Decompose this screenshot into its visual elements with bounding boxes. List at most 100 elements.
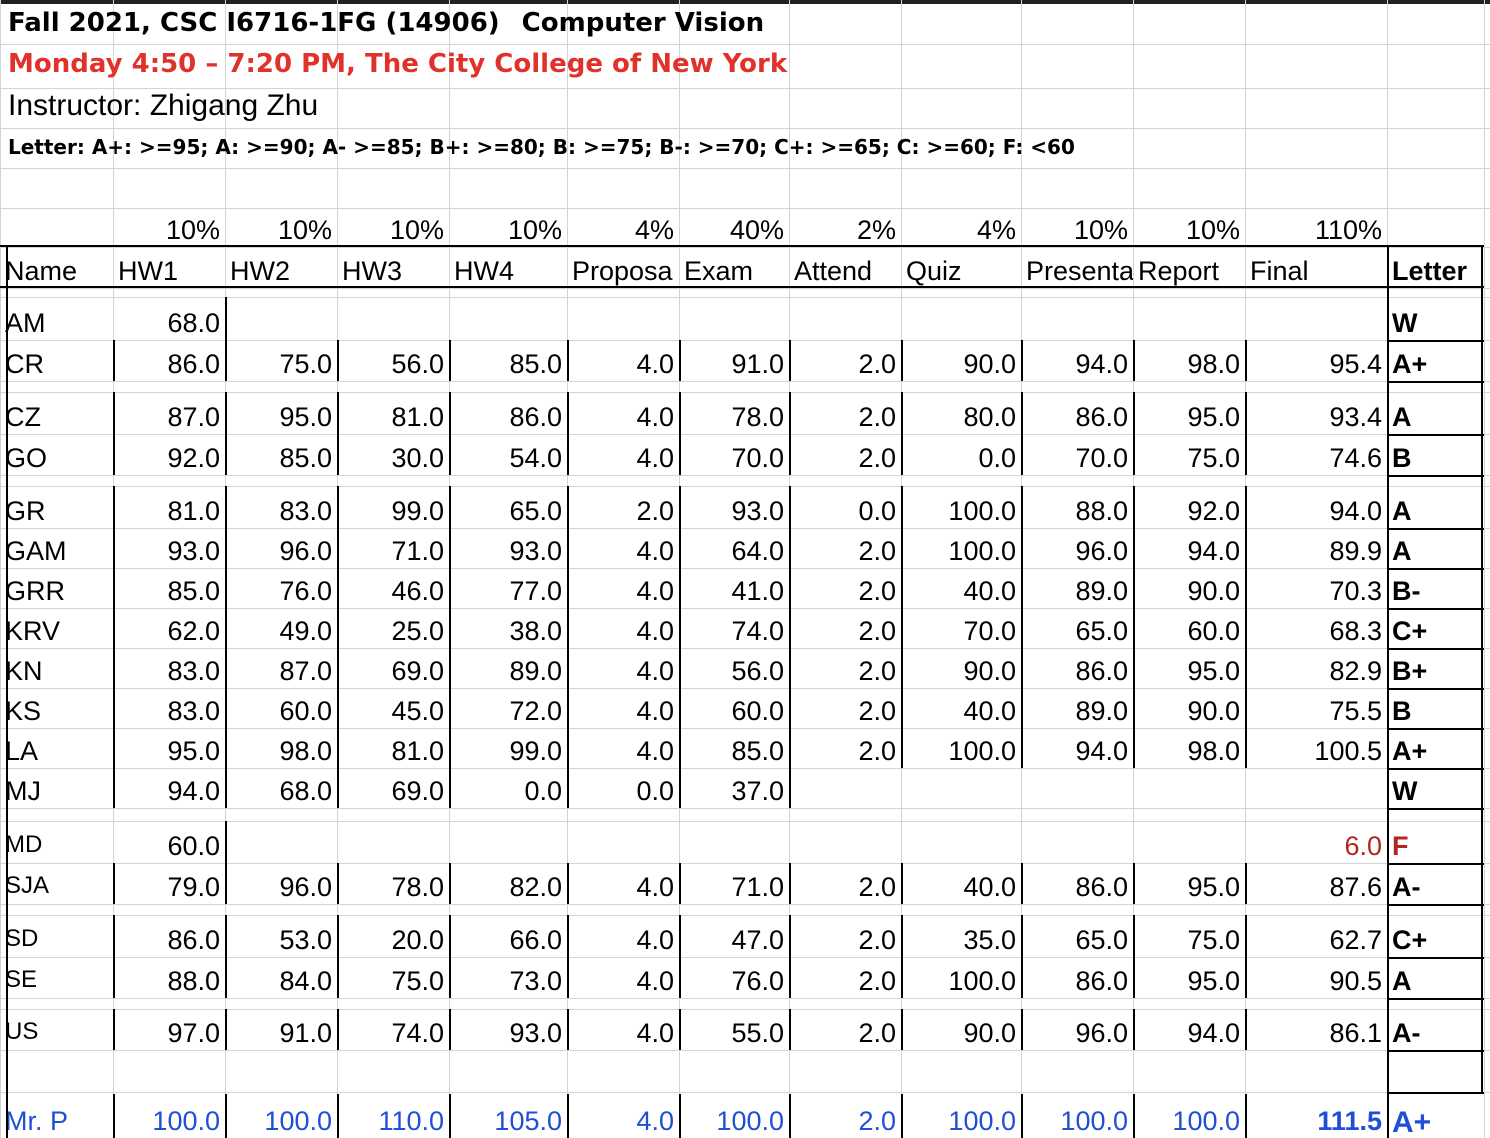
cell-presentation[interactable] (1021, 821, 1133, 863)
cell-hw4[interactable]: 65.0 (509, 496, 562, 526)
cell-exam[interactable]: 64.0 (731, 536, 784, 566)
cell-letter[interactable]: A- (1392, 872, 1421, 902)
cell-exam[interactable]: 85.0 (731, 736, 784, 766)
cell-quiz[interactable]: 40.0 (963, 872, 1016, 902)
cell-exam[interactable]: 41.0 (731, 576, 784, 606)
cell-presentation[interactable] (1021, 1052, 1133, 1092)
cell-attend[interactable]: 2.0 (858, 402, 896, 432)
cell-report[interactable]: 95.0 (1187, 656, 1240, 686)
cell-hw2[interactable]: 96.0 (279, 872, 332, 902)
cell-letter[interactable]: A (1392, 536, 1412, 566)
weight-hw4[interactable]: 10% (507, 215, 562, 245)
cell-report[interactable] (1133, 821, 1245, 863)
cell-name[interactable]: CR (5, 349, 44, 379)
cell-quiz[interactable]: 90.0 (963, 656, 1016, 686)
cell-final[interactable]: 75.5 (1329, 696, 1382, 726)
cell-hw1[interactable]: 95.0 (167, 736, 220, 766)
cell-attend[interactable]: 0.0 (858, 496, 896, 526)
cell-report[interactable]: 98.0 (1187, 736, 1240, 766)
cell-letter[interactable]: B+ (1392, 656, 1428, 686)
cell-hw2[interactable]: 84.0 (279, 966, 332, 996)
cell-hw2[interactable]: 49.0 (279, 616, 332, 646)
cell-hw3[interactable]: 20.0 (391, 925, 444, 955)
cell-exam[interactable] (679, 297, 789, 340)
cell-quiz[interactable]: 80.0 (963, 402, 1016, 432)
column-header-hw1[interactable]: HW1 (118, 256, 178, 286)
cell-hw1[interactable]: 86.0 (167, 349, 220, 379)
cell-proposal[interactable]: 0.0 (636, 776, 674, 806)
cell-hw2[interactable]: 75.0 (279, 349, 332, 379)
cell-hw4[interactable]: 89.0 (509, 656, 562, 686)
column-header-name[interactable]: Name (5, 256, 78, 286)
cell-final[interactable]: 95.4 (1329, 349, 1382, 379)
cell-presentation[interactable]: 70.0 (1075, 443, 1128, 473)
cell-hw2[interactable]: 95.0 (279, 402, 332, 432)
cell-proposal[interactable] (567, 821, 679, 863)
cell-hw4[interactable]: 72.0 (509, 696, 562, 726)
weight-report[interactable]: 10% (1185, 215, 1240, 245)
cell-final[interactable] (1245, 768, 1387, 808)
cell-attend[interactable]: 2.0 (858, 616, 896, 646)
cell-hw3[interactable] (337, 297, 449, 340)
cell-report[interactable]: 90.0 (1187, 576, 1240, 606)
cell-hw4[interactable]: 73.0 (509, 966, 562, 996)
cell-final[interactable]: 62.7 (1329, 925, 1382, 955)
cell-hw1[interactable]: 83.0 (167, 696, 220, 726)
cell-exam[interactable]: 93.0 (731, 496, 784, 526)
cell-attend[interactable]: 2.0 (858, 1018, 896, 1048)
cell-proposal[interactable]: 2.0 (636, 496, 674, 526)
cell-name[interactable]: GAM (5, 536, 67, 566)
cell-attend[interactable]: 2.0 (858, 872, 896, 902)
cell-report[interactable]: 94.0 (1187, 536, 1240, 566)
cell-exam[interactable] (679, 1052, 789, 1092)
cell-proposal[interactable]: 4.0 (636, 696, 674, 726)
cell-hw3[interactable]: 30.0 (391, 443, 444, 473)
weight-hw3[interactable]: 10% (389, 215, 444, 245)
cell-hw2[interactable] (225, 1052, 337, 1092)
cell-presentation[interactable]: 86.0 (1075, 966, 1128, 996)
cell-attend[interactable] (789, 1052, 901, 1092)
cell-attend[interactable] (789, 768, 901, 808)
cell-final[interactable]: 68.3 (1329, 616, 1382, 646)
weight-exam[interactable]: 40% (729, 215, 784, 245)
cell-exam[interactable]: 37.0 (731, 776, 784, 806)
cell-exam[interactable]: 78.0 (731, 402, 784, 432)
cell-report[interactable]: 75.0 (1187, 925, 1240, 955)
cell-name[interactable] (0, 1052, 113, 1092)
cell-report[interactable] (1133, 768, 1245, 808)
cell-letter[interactable]: F (1392, 831, 1409, 861)
cell-exam[interactable]: 100.0 (716, 1106, 784, 1136)
column-header-proposal[interactable]: Proposa (572, 256, 673, 286)
cell-proposal[interactable] (567, 1052, 679, 1092)
cell-hw4[interactable] (449, 821, 567, 863)
weight-final[interactable]: 110% (1314, 215, 1382, 245)
cell-hw2[interactable] (225, 821, 337, 863)
cell-proposal[interactable]: 4.0 (636, 616, 674, 646)
cell-exam[interactable]: 91.0 (731, 349, 784, 379)
cell-attend[interactable]: 2.0 (858, 349, 896, 379)
cell-presentation[interactable]: 88.0 (1075, 496, 1128, 526)
cell-hw1[interactable]: 88.0 (167, 966, 220, 996)
cell-letter[interactable]: A- (1392, 1018, 1421, 1048)
cell-quiz[interactable]: 100.0 (948, 736, 1016, 766)
cell-quiz[interactable] (901, 768, 1021, 808)
cell-hw4[interactable]: 86.0 (509, 402, 562, 432)
column-header-report[interactable]: Report (1138, 256, 1220, 286)
cell-hw4[interactable]: 38.0 (509, 616, 562, 646)
cell-letter[interactable] (1387, 1052, 1484, 1092)
cell-name[interactable]: KS (5, 696, 42, 726)
cell-hw2[interactable]: 96.0 (279, 536, 332, 566)
cell-quiz[interactable]: 100.0 (948, 1106, 1016, 1136)
course-title[interactable]: Fall 2021, CSC I6716-1FG (14906) Computer… (8, 8, 764, 38)
cell-name[interactable]: SE (5, 966, 38, 993)
cell-proposal[interactable] (567, 297, 679, 340)
cell-report[interactable] (1133, 297, 1245, 340)
column-header-letter[interactable]: Letter (1392, 256, 1468, 286)
cell-hw3[interactable]: 46.0 (391, 576, 444, 606)
course-schedule[interactable]: Monday 4:50 – 7:20 PM, The City College … (8, 49, 788, 79)
cell-letter[interactable]: W (1392, 776, 1418, 806)
cell-hw2[interactable]: 87.0 (279, 656, 332, 686)
cell-hw1[interactable]: 81.0 (167, 496, 220, 526)
cell-hw2[interactable]: 60.0 (279, 696, 332, 726)
cell-proposal[interactable]: 4.0 (636, 966, 674, 996)
